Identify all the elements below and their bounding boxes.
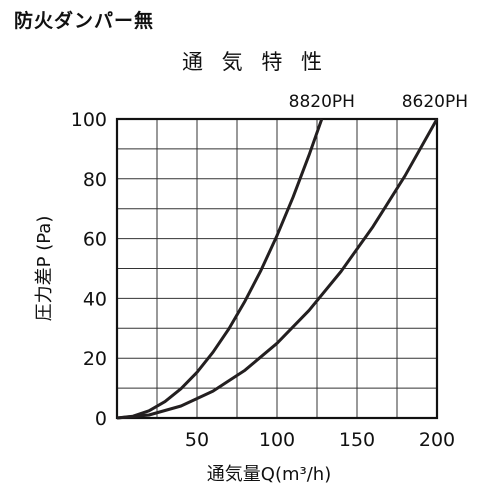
tick-labels: 0 20 40 60 80 100 50 100 150 200 <box>71 109 455 451</box>
x-axis-label: 通気量Q(m³/h) <box>207 464 331 485</box>
y-axis-label: 圧力差P (Pa) <box>34 216 55 322</box>
series-line-8820PH <box>116 118 324 420</box>
series-lines <box>116 118 439 420</box>
y-tick-label: 0 <box>95 408 107 430</box>
x-tick-label: 50 <box>185 429 209 451</box>
x-tick-label: 100 <box>259 429 295 451</box>
grid <box>117 119 437 418</box>
series-label-8820PH: 8820PH <box>289 92 355 112</box>
chart-title: 通 気 特 性 <box>181 50 329 74</box>
y-tick-label: 20 <box>83 348 107 370</box>
chart-header: 防火ダンパー無 <box>14 10 155 32</box>
x-tick-label: 200 <box>419 429 455 451</box>
y-tick-label: 60 <box>83 229 107 251</box>
series-line-8620PH <box>116 118 439 420</box>
y-tick-label: 100 <box>71 109 107 131</box>
plot-frame <box>115 117 439 420</box>
y-tick-label: 40 <box>83 288 107 310</box>
x-tick-label: 150 <box>339 429 375 451</box>
series-label-8620PH: 8620PH <box>402 92 468 112</box>
y-tick-label: 80 <box>83 169 107 191</box>
